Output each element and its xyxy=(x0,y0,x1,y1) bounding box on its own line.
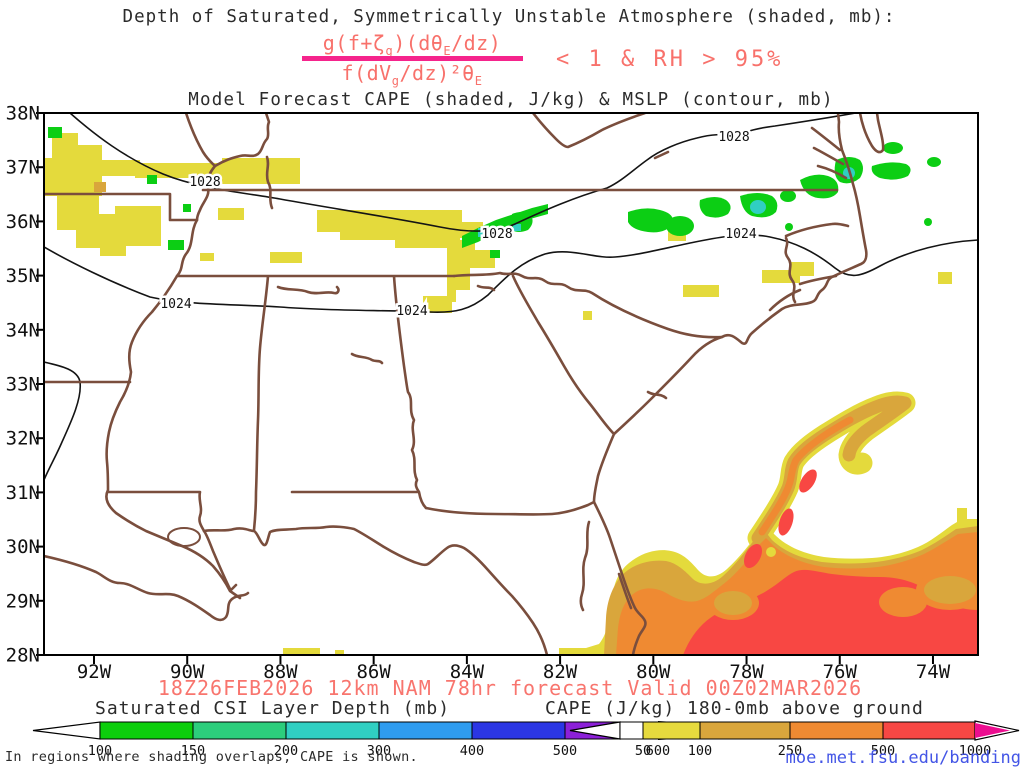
lat-tick-label: 36N xyxy=(6,211,40,233)
coastline xyxy=(44,113,885,655)
state-borders xyxy=(44,113,839,600)
lon-tick-label: 78W xyxy=(729,661,764,683)
lat-tick-label: 33N xyxy=(6,374,40,396)
contour-1024 xyxy=(44,234,978,313)
lat-tick-label: 37N xyxy=(6,157,40,179)
colorbar-segment xyxy=(99,721,194,740)
contour-label: 1024 xyxy=(725,227,756,242)
border-carolinas xyxy=(452,271,724,436)
lat-tick-label: 30N xyxy=(6,536,40,558)
formula-denominator: f(dVg/dz)²θE xyxy=(342,61,483,88)
contour-label: 1028 xyxy=(189,175,220,190)
coast-southeast-atlantic xyxy=(592,113,868,504)
colorbar-tick-label: 500 xyxy=(553,743,577,759)
csi-formula: g(f+ζg)(dθE/dz) f(dVg/dz)²θE < 1 & RH > … xyxy=(302,31,783,88)
cape-legend-title: CAPE (J/kg) 180-0mb above ground xyxy=(545,698,924,719)
river-mississippi xyxy=(105,113,242,600)
subtitle: Model Forecast CAPE (shaded, J/kg) & MSL… xyxy=(188,90,833,110)
river-ohio-tennessee xyxy=(213,113,274,210)
lat-tick-label: 34N xyxy=(6,319,40,341)
formula-numerator: g(f+ζg)(dθE/dz) xyxy=(323,31,502,58)
lat-tick-label: 31N xyxy=(6,482,40,504)
colorbar-segment xyxy=(699,721,791,740)
colorbar-tick-label: 100 xyxy=(88,743,112,759)
colorbar-segment xyxy=(642,721,701,740)
border-lines xyxy=(44,188,839,533)
lat-axis: 38N 37N 36N 35N 34N 33N 32N 31N 30N 29N 28N xyxy=(6,103,44,667)
lake-pontchartrain xyxy=(167,527,201,547)
source-url: moe.met.fsu.edu/banding xyxy=(786,748,1021,768)
lon-tick-label: 88W xyxy=(263,661,298,683)
contour-label: 1028 xyxy=(718,130,749,145)
coast-florida-east xyxy=(424,500,647,655)
colorbar-left-arrow xyxy=(32,721,101,740)
lat-tick-label: 32N xyxy=(6,428,40,450)
lon-axis: 92W 90W 88W 86W 84W 82W 80W 78W 76W 74W xyxy=(77,655,951,683)
lon-tick-label: 74W xyxy=(916,661,951,683)
lon-tick-label: 84W xyxy=(450,661,485,683)
colorbar-tick-label: 1000 xyxy=(959,743,992,759)
colorbar-tick-label: 600 xyxy=(646,743,670,759)
page-title: Depth of Saturated, Symmetrically Unstab… xyxy=(123,7,896,27)
colorbar-tick-label: 250 xyxy=(778,743,802,759)
lon-tick-label: 86W xyxy=(356,661,391,683)
lon-tick-label: 92W xyxy=(77,661,112,683)
lon-tick-label: 80W xyxy=(636,661,671,683)
csi-legend-title: Saturated CSI Layer Depth (mb) xyxy=(95,698,450,719)
cape-shading-atlantic-plume xyxy=(559,391,978,655)
lat-tick-label: 35N xyxy=(6,265,40,287)
colorbar-tick-label: 300 xyxy=(367,743,391,759)
colorbar-segment xyxy=(619,721,644,740)
lon-tick-label: 90W xyxy=(170,661,205,683)
sounds-chesapeake xyxy=(768,113,885,312)
forecast-valid-time: 18Z26FEB2026 12km NAM 78hr forecast Vali… xyxy=(158,676,862,700)
contour-1024-west xyxy=(44,361,82,481)
cape-shading-central xyxy=(200,208,495,313)
coast-gulf xyxy=(44,525,549,655)
colorbar-tick-label: 50 xyxy=(635,743,651,759)
lat-tick-label: 38N xyxy=(6,103,40,125)
lat-tick-label: 28N xyxy=(6,645,40,667)
contour-label: 1024 xyxy=(396,304,427,319)
contour-labels: 1028 1028 1028 1024 1024 1024 xyxy=(158,128,759,322)
rivers-appalachia xyxy=(276,113,670,400)
colorbar-tick-label: 100 xyxy=(688,743,712,759)
colorbar-segment xyxy=(378,721,473,740)
colorbar-segment xyxy=(471,721,566,740)
overlap-note: In regions where shading overlaps, CAPE … xyxy=(5,749,418,765)
colorbar-tick-label: 150 xyxy=(181,743,205,759)
colorbar-overflow-arrow xyxy=(975,723,1010,738)
colorbar-segment xyxy=(285,721,380,740)
lon-tick-label: 76W xyxy=(823,661,858,683)
colorbar-segment xyxy=(789,721,884,740)
lat-tick-label: 29N xyxy=(6,590,40,612)
colorbar-segment xyxy=(882,721,976,740)
colorbar-tick-label: 200 xyxy=(274,743,298,759)
lon-tick-label: 82W xyxy=(543,661,578,683)
contour-label: 1028 xyxy=(481,227,512,242)
fraction-bar xyxy=(302,56,523,61)
colorbar-tick-label: 400 xyxy=(460,743,484,759)
contour-label: 1024 xyxy=(160,297,191,312)
cape-colorbar: 50 100 250 500 1000 xyxy=(569,720,1020,759)
formula-condition: < 1 & RH > 95% xyxy=(556,47,783,72)
colorbar-tick-label: 500 xyxy=(871,743,895,759)
colorbar-segment xyxy=(192,721,287,740)
